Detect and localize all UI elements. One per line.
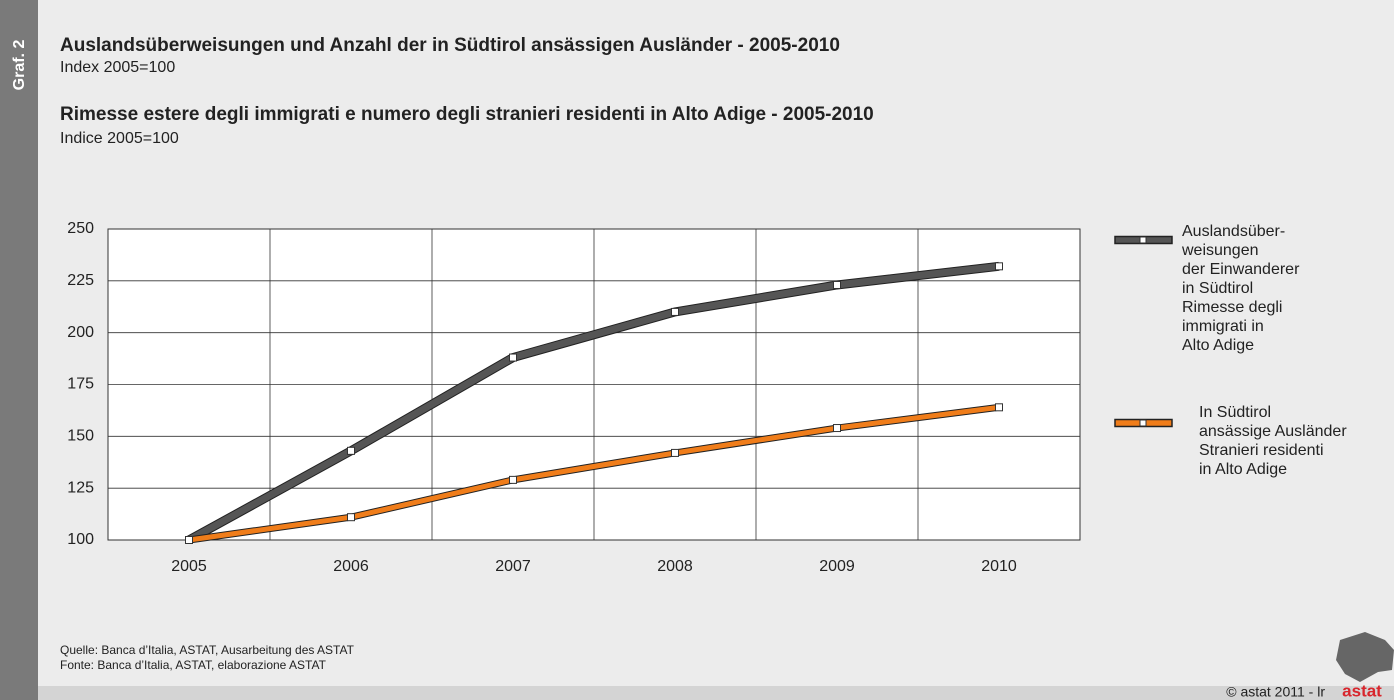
legend-marker [1139, 236, 1147, 244]
chart-subtitle: Index 2005=100 [60, 59, 175, 76]
chart-title: Auslandsüberweisungen und Anzahl der in … [60, 35, 840, 56]
source: Fonte: Banca d’Italia, ASTAT, elaborazio… [60, 658, 327, 672]
side-strip [0, 0, 38, 700]
logo: astat [1342, 681, 1382, 700]
x-tick-label: 2007 [495, 558, 531, 575]
line [187, 262, 1000, 544]
copyright: © astat 2011 - lr [1226, 684, 1325, 700]
marker [347, 513, 355, 522]
marker [509, 353, 517, 362]
x-tick-label: 2005 [171, 558, 207, 575]
marker [185, 536, 193, 544]
chart-subtitle: Indice 2005=100 [60, 130, 179, 147]
chart-title: Rimesse estere degli immigrati e numero … [60, 104, 874, 125]
bottom-strip [38, 686, 1394, 700]
marker [509, 475, 517, 484]
legend-label: Auslandsüber- weisungen der Einwanderer … [1182, 223, 1300, 354]
logo-shape [1336, 632, 1394, 682]
source: Quelle: Banca d’Italia, ASTAT, Ausarbeit… [60, 643, 355, 657]
marker [833, 280, 841, 289]
y-tick-label: 125 [67, 479, 94, 496]
y-tick-label: 200 [67, 324, 94, 341]
marker [671, 307, 679, 316]
y-tick-label: 150 [67, 428, 94, 445]
y-tick-label: 175 [67, 376, 94, 393]
y-tick-label: 100 [67, 531, 94, 548]
legend-label: In Südtirol ansässige Ausländer Stranier… [1199, 404, 1347, 478]
x-tick-label: 2010 [981, 558, 1017, 575]
y-tick-label: 225 [67, 272, 94, 289]
marker [995, 403, 1003, 412]
marker [671, 448, 679, 457]
line [188, 404, 1000, 543]
marker [347, 446, 355, 455]
marker [995, 262, 1003, 271]
y-tick-label: 250 [67, 220, 94, 237]
x-tick-label: 2006 [333, 558, 369, 575]
legend-marker [1139, 419, 1147, 427]
marker [833, 424, 841, 433]
x-tick-label: 2008 [657, 558, 693, 575]
side-label: Graf. 2 [11, 40, 28, 91]
x-tick-label: 2009 [819, 558, 855, 575]
